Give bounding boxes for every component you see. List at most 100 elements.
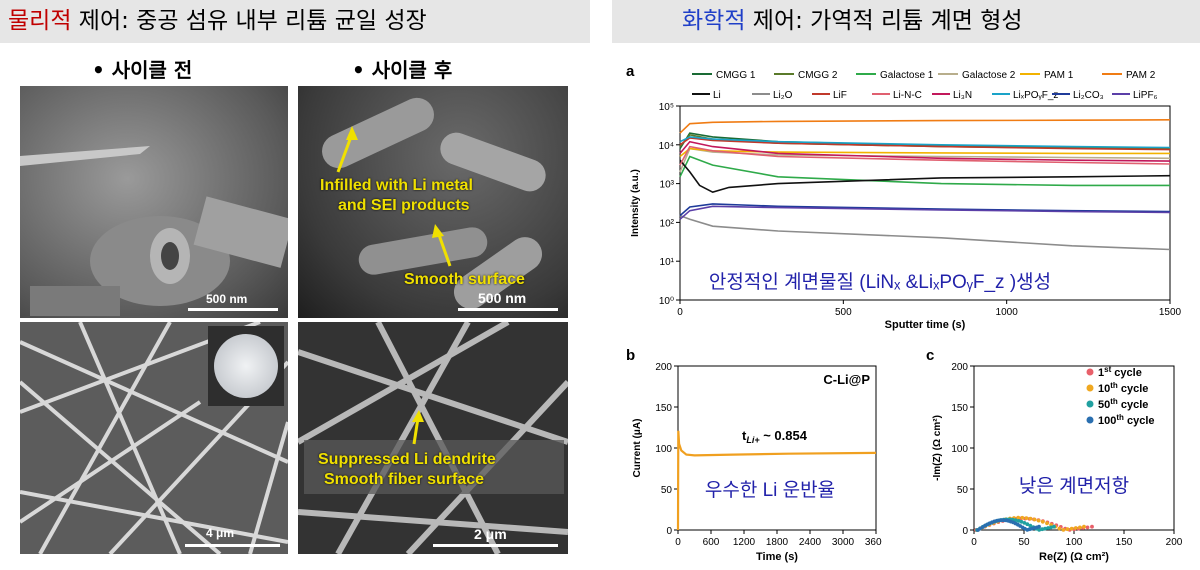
data-point — [1037, 524, 1041, 529]
data-point — [1022, 521, 1027, 525]
chart-c-legend: 1st cycle 10th cycle 50th cycle 100th cycle — [1086, 365, 1155, 427]
annotation-dendrite-line2: Smooth fiber surface — [324, 471, 485, 488]
panel-letter-b: b — [626, 347, 635, 364]
legend-label: PAM 1 — [1044, 70, 1074, 81]
plot-frame — [677, 365, 877, 531]
legend-marker — [1086, 416, 1094, 424]
x-tick-label: 3000 — [832, 537, 855, 548]
chart-a-legend: CMGG 1 CMGG 2 Galactose 1 Galactose 2 PAM 1 P… — [692, 70, 1158, 101]
annotation-dendrite-line1: Suppressed Li dendrite — [318, 451, 496, 468]
chart-panel-c: c 0 50 100 150 200 0 50 100 150 200 Re(Z) (Ω cm²) -… — [926, 347, 1183, 563]
x-tick-label: 1800 — [766, 537, 789, 548]
series-line-PAM 2 — [679, 119, 1171, 134]
panel-letter-a: a — [626, 63, 635, 80]
chart-a-axes: 0 500 1000 1500 10⁰ 10¹ 10² 10³ 10⁴ 10⁵ Sputter ti… — [630, 102, 1182, 331]
series-line-LiPF₆ — [679, 205, 1171, 220]
legend-label: CMGG 1 — [716, 70, 756, 81]
x-tick-label: 0 — [971, 537, 977, 548]
sem-fiber-network — [20, 322, 288, 554]
sem-image-before-closeup: 500 nm — [20, 86, 288, 318]
series-line-Li₂O — [679, 214, 1171, 251]
x-tick-label: 150 — [1116, 537, 1133, 548]
sem-image-before-overview: 4 μm — [20, 322, 288, 554]
x-tick-label: 1200 — [733, 537, 756, 548]
y-tick-label: 10⁵ — [659, 102, 674, 113]
right-title-banner: 화학적 제어: 가역적 리튬 계면 형성 — [612, 0, 1200, 43]
chart-c-annotation: 낮은 계면저항 — [1019, 475, 1129, 497]
sem-fiber-network — [298, 322, 568, 554]
data-point — [1082, 524, 1086, 529]
x-axis-label: Time (s) — [756, 551, 798, 563]
y-tick-label: 0 — [666, 526, 672, 537]
y-tick-label: 150 — [655, 403, 672, 414]
series-line-current — [676, 430, 877, 531]
scale-label: 500 nm — [478, 290, 527, 306]
y-tick-label: 0 — [962, 526, 968, 537]
chart-a-annotation: 안정적인 계면물질 (LiNₓ &LiₓPOᵧF_z )생성 — [709, 271, 1051, 293]
sem-image-after-closeup: Infilled with Li metal and SEI products … — [298, 86, 568, 318]
legend-label: 100th cycle — [1098, 413, 1155, 427]
y-tick-label: 150 — [951, 403, 968, 414]
scale-bar — [458, 308, 558, 311]
data-point — [1065, 527, 1070, 532]
x-tick-label: 500 — [835, 307, 852, 318]
data-point — [1037, 528, 1042, 532]
series-line-LiF — [679, 137, 1171, 151]
x-tick-label: 1500 — [1159, 307, 1182, 318]
data-point — [1049, 525, 1053, 530]
right-title-highlight: 화학적 — [682, 8, 746, 34]
sem-fiber-texture — [20, 146, 288, 316]
y-tick-label: 10⁴ — [659, 141, 674, 152]
data-point — [1028, 516, 1033, 521]
scale-bar — [185, 544, 280, 547]
y-tick-label: 100 — [951, 444, 968, 455]
data-point — [1090, 524, 1094, 529]
y-tick-label: 50 — [957, 485, 969, 496]
legend-label: Li₂O — [773, 90, 793, 101]
y-axis-label: Current (μA) — [632, 419, 643, 478]
right-title-text: 제어: 가역적 리튬 계면 형성 — [745, 8, 1023, 34]
legend-label: Galactose 2 — [962, 70, 1016, 81]
legend-label: Galactose 1 — [880, 70, 934, 81]
series-line-Galactose 1 — [679, 155, 1170, 187]
scale-bar — [188, 308, 278, 311]
annotation-smooth-surface: Smooth surface — [404, 271, 525, 288]
legend-label: PAM 2 — [1126, 70, 1156, 81]
x-axis-label: Re(Z) (Ω cm²) — [1039, 551, 1109, 563]
data-point — [1019, 519, 1024, 524]
data-point — [1046, 526, 1050, 530]
sem-image-after-overview: Suppressed Li dendrite Smooth fiber surf… — [298, 322, 568, 554]
series-line-Li-N-C — [679, 145, 1171, 166]
scale-bar — [433, 544, 558, 547]
legend-label: CMGG 2 — [798, 70, 838, 81]
scale-label: 500 nm — [206, 292, 248, 306]
legend-label: LiₓPOᵧF_z — [1013, 90, 1058, 101]
inset-separator-photo — [208, 326, 284, 406]
data-point — [1025, 522, 1030, 527]
data-point — [1057, 526, 1062, 531]
scale-label: 4 μm — [206, 526, 235, 540]
chart-a-series — [679, 119, 1171, 251]
y-tick-label: 10² — [660, 218, 675, 229]
legend-label: Li-N-C — [893, 90, 922, 101]
annotation-backdrop — [304, 440, 564, 494]
data-point — [1085, 525, 1090, 530]
data-point — [1069, 526, 1074, 531]
legend-label: 1st cycle — [1098, 365, 1142, 379]
data-point — [1020, 515, 1025, 520]
panel-letter-c: c — [926, 347, 934, 364]
data-point — [1052, 524, 1056, 529]
annotation-infilled-line2: and SEI products — [338, 197, 470, 214]
sem-fiber-texture — [322, 97, 546, 309]
legend-label: Li₂CO₃ — [1073, 90, 1104, 101]
data-point — [1078, 525, 1082, 530]
data-point — [1040, 527, 1045, 532]
legend-label: 50th cycle — [1098, 397, 1148, 411]
y-tick-label: 10³ — [660, 180, 675, 191]
x-tick-label: 50 — [1018, 537, 1030, 548]
x-tick-label: 200 — [1166, 537, 1183, 548]
annotation-arrow — [412, 410, 424, 445]
annotation-arrows — [336, 126, 452, 267]
plot-frame — [679, 105, 1171, 301]
